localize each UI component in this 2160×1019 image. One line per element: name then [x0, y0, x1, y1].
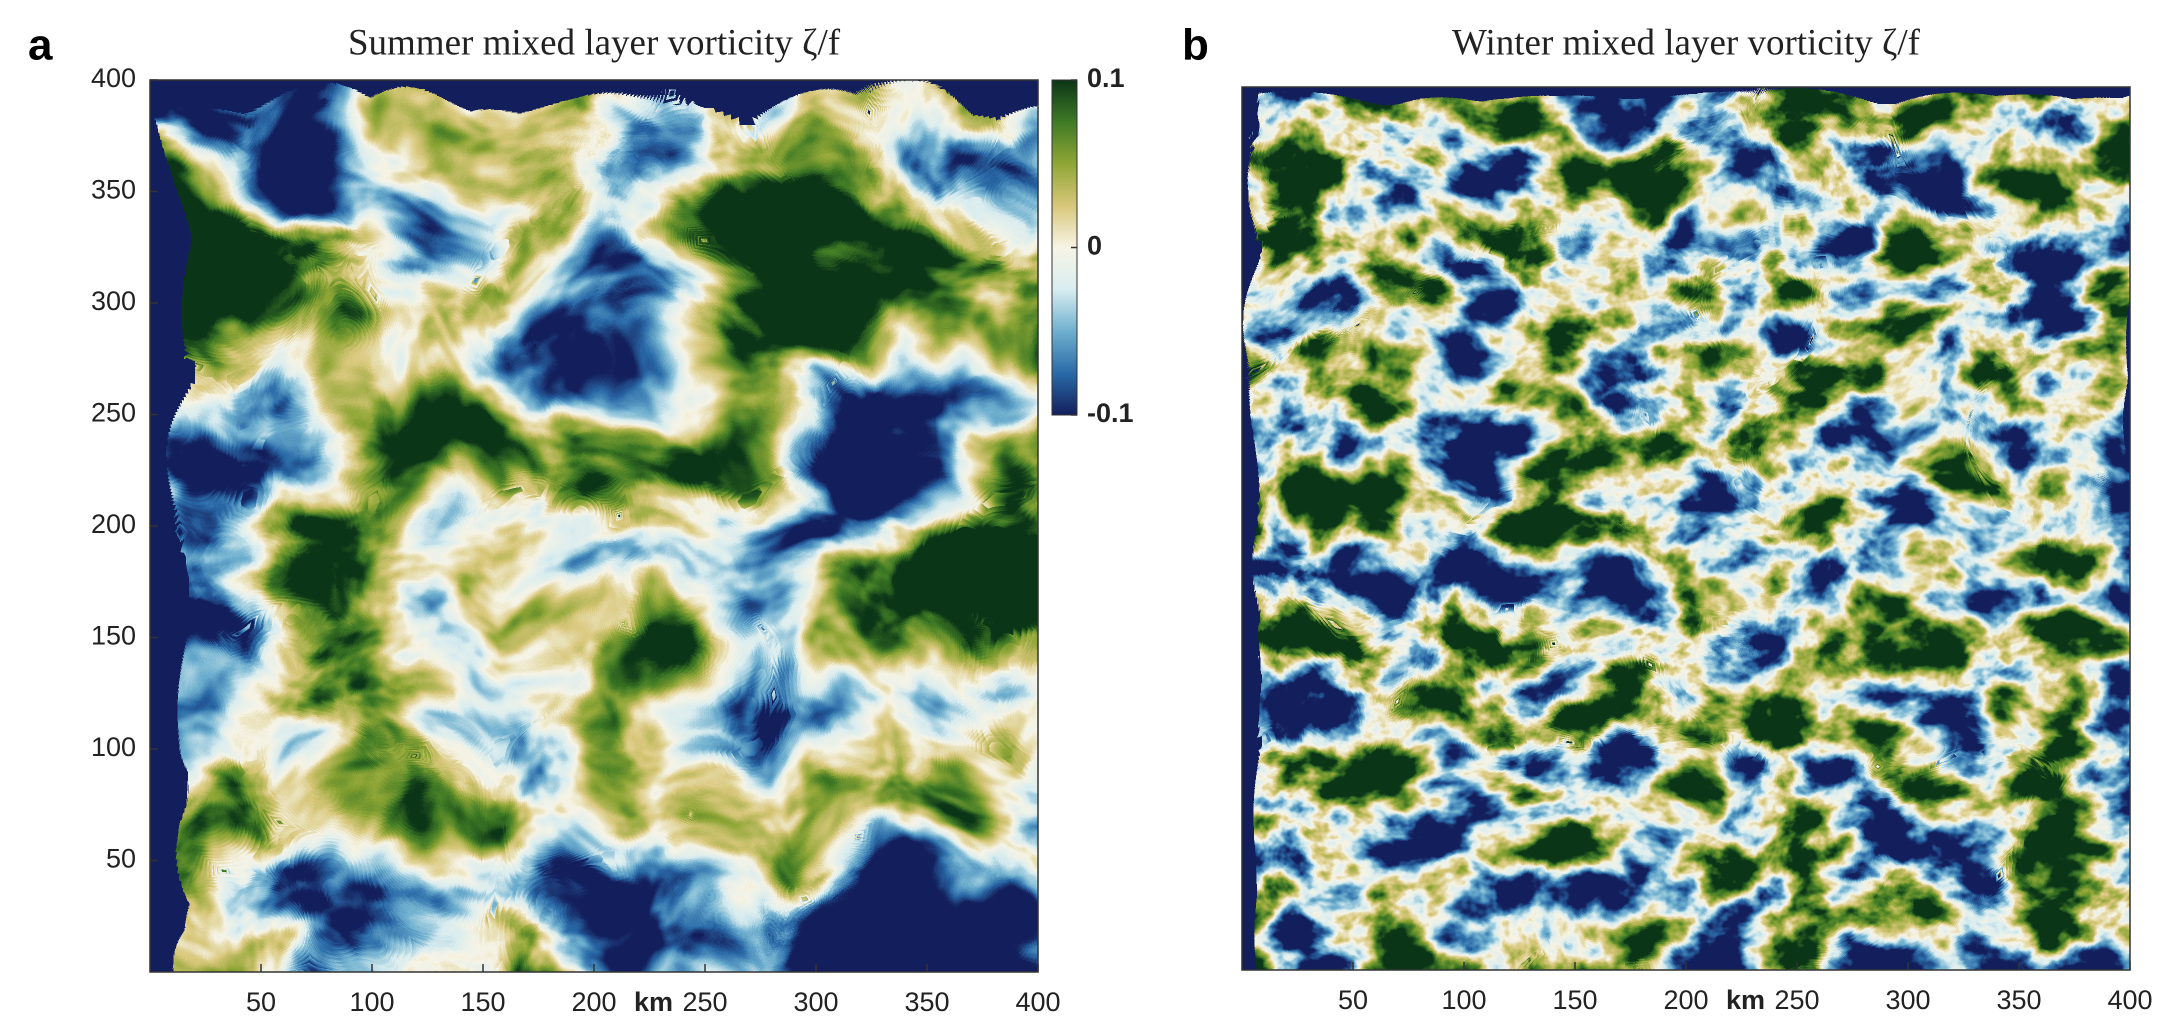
y-tick-label: 400	[91, 63, 136, 93]
x-tick-label: 50	[246, 987, 276, 1017]
colorbar-tick-label: 0	[1087, 231, 1102, 261]
vorticity-field	[150, 80, 1038, 972]
x-tick-label: 100	[349, 987, 394, 1017]
x-tick-label: 350	[904, 987, 949, 1017]
x-tick-label: 250	[682, 987, 727, 1017]
y-tick-label: 350	[91, 175, 136, 205]
x-tick-label: 50	[1338, 985, 1368, 1015]
y-tick-label: 150	[91, 621, 136, 651]
x-tick-label: 350	[1996, 985, 2041, 1015]
x-axis-label: km	[1726, 985, 1765, 1015]
chart-title: Winter mixed layer vorticity ζ/f	[1452, 22, 1921, 63]
y-tick-label: 200	[91, 509, 136, 539]
figure: a Summer mixed layer vorticity ζ/f 50 100 15…	[0, 0, 2160, 1019]
x-tick-label: 150	[460, 987, 505, 1017]
x-tick-label: 250	[1774, 985, 1819, 1015]
x-tick-label: 300	[1885, 985, 1930, 1015]
y-tick-label: 300	[91, 286, 136, 316]
colorbar-tick-label: -0.1	[1087, 398, 1134, 428]
x-tick-label: 200	[1663, 985, 1708, 1015]
x-tick-label: 200	[571, 987, 616, 1017]
x-tick-label: 100	[1441, 985, 1486, 1015]
y-tick-label: 250	[91, 398, 136, 428]
colorbar-tick-label: 0.1	[1087, 63, 1125, 93]
panel-label: a	[28, 21, 53, 70]
x-axis-label: km	[634, 987, 673, 1017]
x-tick-label: 400	[2107, 985, 2152, 1015]
y-tick-label: 50	[106, 844, 136, 874]
y-tick-label: 100	[91, 732, 136, 762]
vorticity-field	[1242, 87, 2130, 970]
chart-title: Summer mixed layer vorticity ζ/f	[348, 22, 841, 63]
x-tick-label: 150	[1552, 985, 1597, 1015]
panel-label: b	[1182, 21, 1209, 70]
x-tick-label: 400	[1015, 987, 1060, 1017]
x-tick-label: 300	[793, 987, 838, 1017]
